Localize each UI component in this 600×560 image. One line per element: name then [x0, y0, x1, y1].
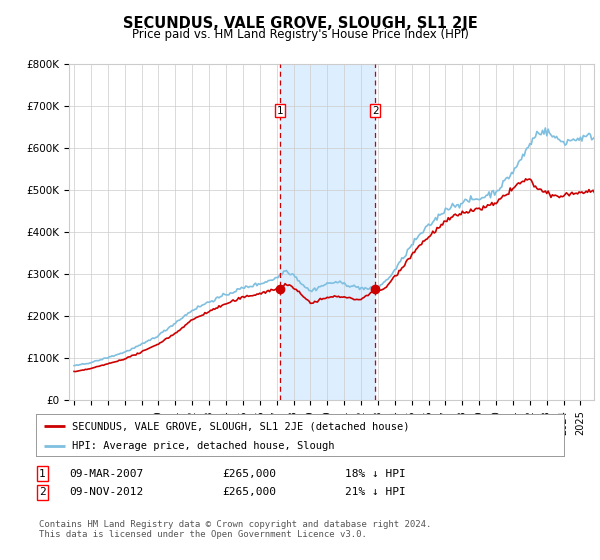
Text: SECUNDUS, VALE GROVE, SLOUGH, SL1 2JE (detached house): SECUNDUS, VALE GROVE, SLOUGH, SL1 2JE (d… [72, 421, 409, 431]
Text: 2: 2 [39, 487, 46, 497]
Text: SECUNDUS, VALE GROVE, SLOUGH, SL1 2JE: SECUNDUS, VALE GROVE, SLOUGH, SL1 2JE [122, 16, 478, 31]
Text: 18% ↓ HPI: 18% ↓ HPI [345, 469, 406, 479]
Text: 21% ↓ HPI: 21% ↓ HPI [345, 487, 406, 497]
Text: Price paid vs. HM Land Registry's House Price Index (HPI): Price paid vs. HM Land Registry's House … [131, 28, 469, 41]
Text: £265,000: £265,000 [222, 487, 276, 497]
Bar [280, 64, 375, 400]
Text: 09-NOV-2012: 09-NOV-2012 [69, 487, 143, 497]
Text: Contains HM Land Registry data © Crown copyright and database right 2024.
This d: Contains HM Land Registry data © Crown c… [39, 520, 431, 539]
Text: 1: 1 [39, 469, 46, 479]
Text: HPI: Average price, detached house, Slough: HPI: Average price, detached house, Slou… [72, 441, 334, 451]
Text: 09-MAR-2007: 09-MAR-2007 [69, 469, 143, 479]
Text: 2: 2 [372, 106, 379, 115]
Text: 1: 1 [277, 106, 283, 115]
Text: £265,000: £265,000 [222, 469, 276, 479]
